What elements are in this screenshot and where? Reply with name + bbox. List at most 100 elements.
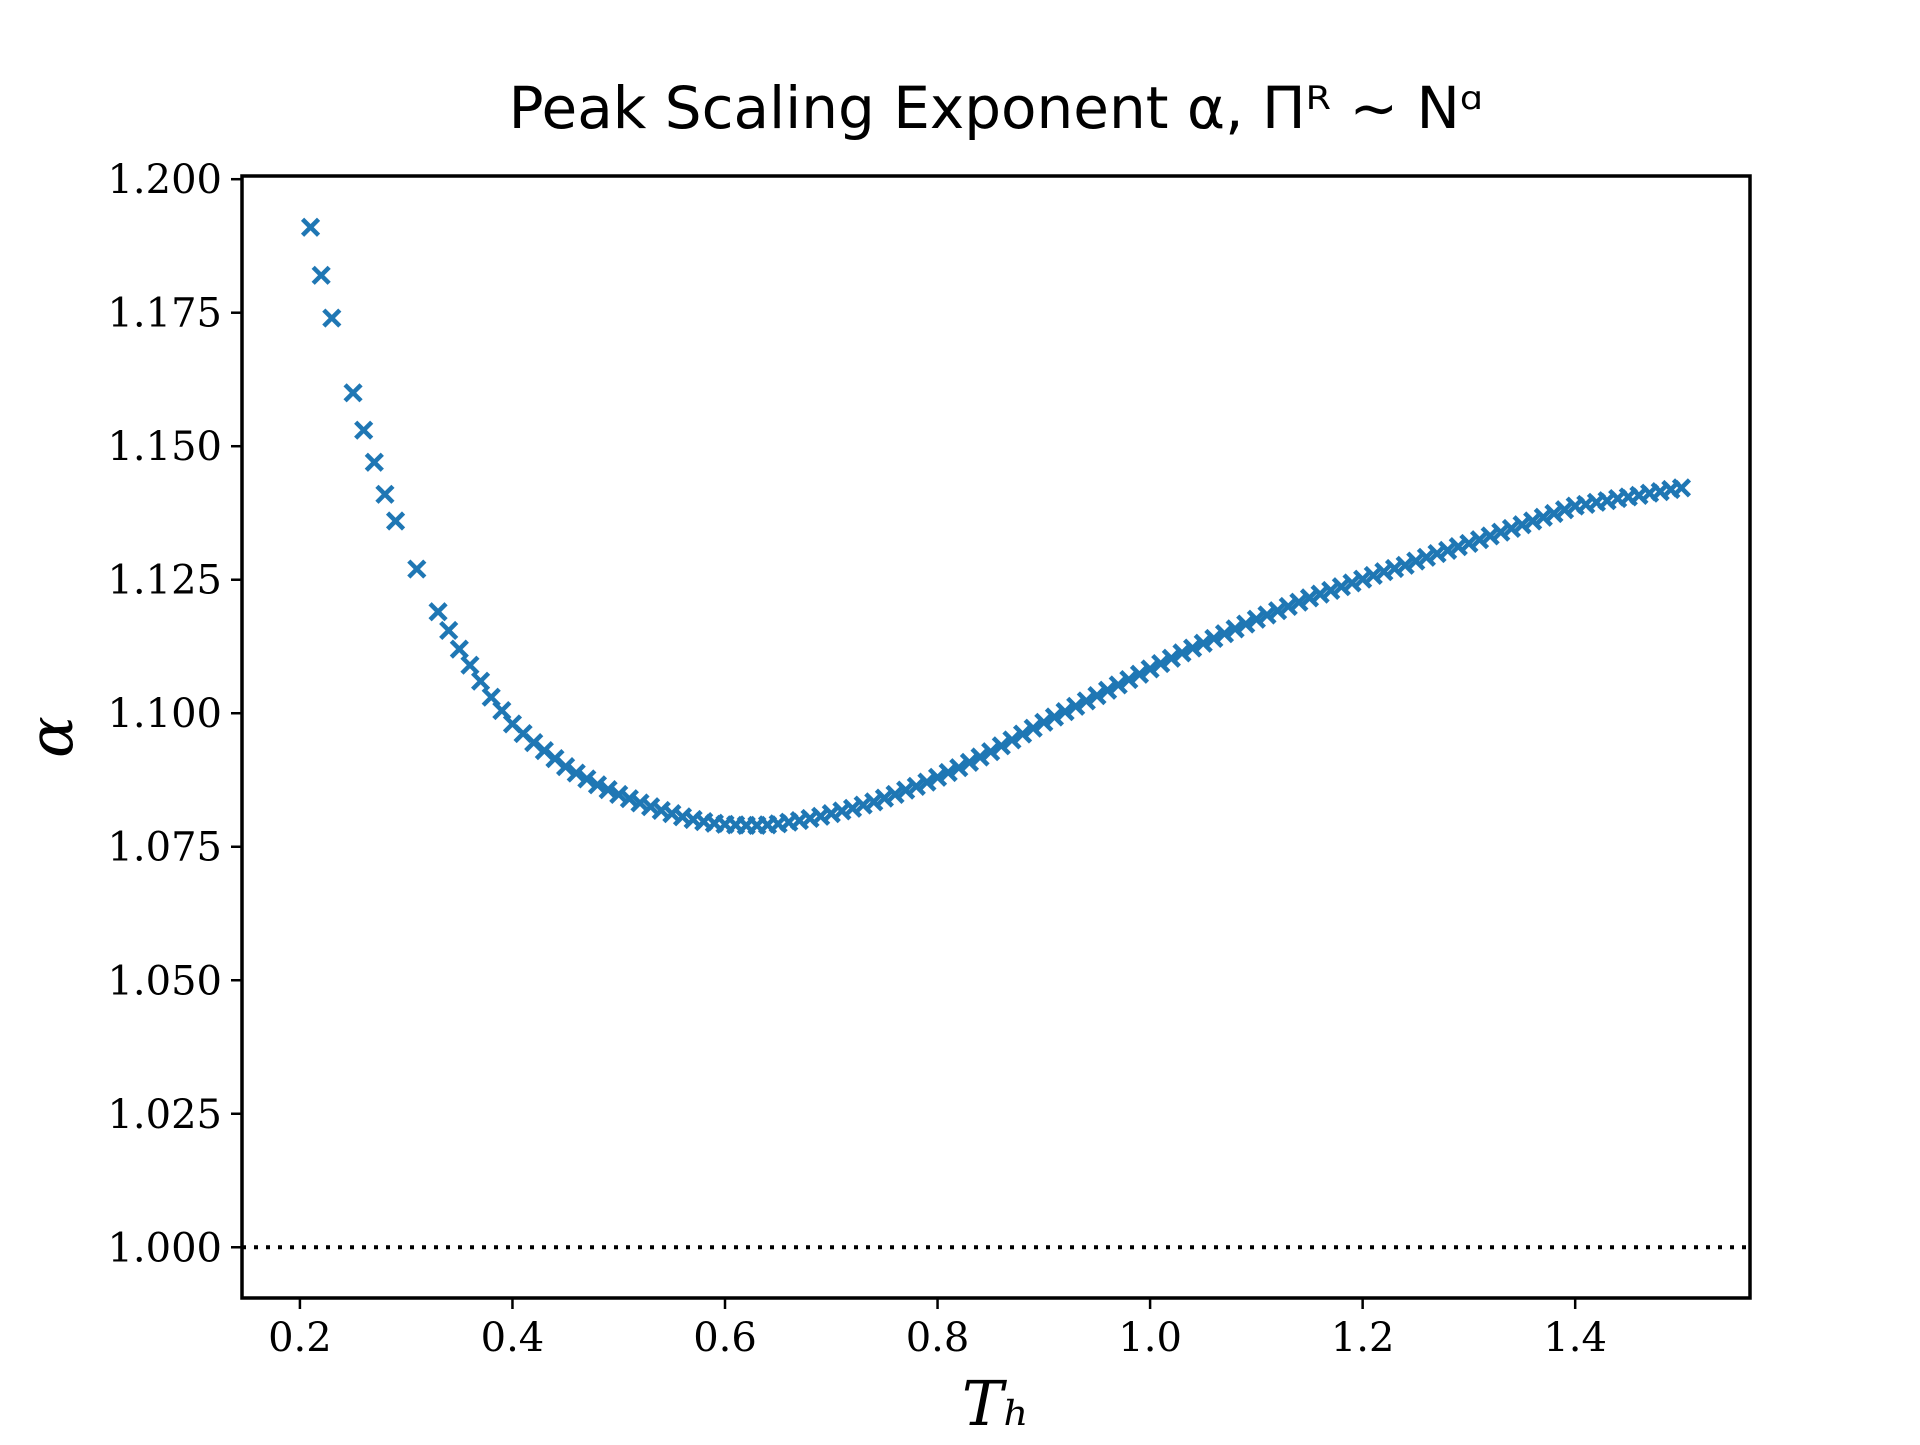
marker-stroke xyxy=(906,776,926,796)
marker-stroke xyxy=(1331,577,1351,597)
marker xyxy=(641,797,661,817)
marker-stroke xyxy=(1289,592,1309,612)
marker-stroke xyxy=(1012,724,1033,744)
marker-stroke xyxy=(502,714,523,734)
marker-stroke xyxy=(1076,691,1096,711)
marker xyxy=(364,452,384,472)
x-tick-label: 1.4 xyxy=(1543,1315,1607,1361)
chart-title: Peak Scaling Exponent α, Πᴿ ∼ Nᵅ xyxy=(509,74,1484,142)
y-axis-label: α xyxy=(14,716,87,758)
marker xyxy=(906,776,926,796)
marker-stroke xyxy=(364,452,384,472)
marker xyxy=(322,308,342,328)
marker xyxy=(407,559,427,579)
marker xyxy=(1161,648,1181,668)
marker xyxy=(449,639,469,659)
marker xyxy=(970,747,990,767)
y-tick-label: 1.025 xyxy=(107,1092,222,1138)
marker-stroke xyxy=(449,639,469,659)
marker-stroke xyxy=(1108,675,1128,695)
marker-stroke xyxy=(1183,638,1203,658)
marker-stroke xyxy=(428,602,448,622)
marker-stroke xyxy=(1469,530,1490,550)
marker-stroke xyxy=(1087,686,1107,706)
marker-stroke xyxy=(1034,712,1054,732)
marker xyxy=(1225,619,1245,639)
marker-stroke xyxy=(300,217,321,237)
marker-stroke xyxy=(1554,500,1575,520)
marker xyxy=(1353,569,1373,589)
marker xyxy=(1257,605,1277,625)
marker xyxy=(1087,686,1107,706)
marker xyxy=(1544,503,1564,524)
marker-stroke xyxy=(874,788,895,808)
marker-stroke xyxy=(896,780,916,800)
marker xyxy=(1066,696,1086,716)
x-tick-label: 1.0 xyxy=(1118,1315,1182,1361)
marker xyxy=(1363,565,1383,586)
marker xyxy=(927,767,948,787)
marker xyxy=(1012,724,1033,744)
marker xyxy=(896,780,916,800)
marker xyxy=(1183,638,1203,658)
marker-stroke xyxy=(1501,518,1522,539)
marker-stroke xyxy=(630,793,650,813)
marker-stroke xyxy=(1140,659,1160,679)
marker xyxy=(470,671,491,691)
marker-stroke xyxy=(1193,633,1213,653)
marker-stroke xyxy=(1321,580,1341,600)
marker-stroke xyxy=(1151,653,1171,674)
marker xyxy=(1108,675,1128,695)
marker xyxy=(1214,624,1235,644)
marker xyxy=(1554,500,1575,520)
x-tick-label: 0.4 xyxy=(481,1315,545,1361)
y-tick-label: 1.050 xyxy=(107,958,222,1004)
marker xyxy=(1193,633,1213,653)
x-tick-label: 0.2 xyxy=(268,1315,332,1361)
marker xyxy=(959,752,980,772)
marker xyxy=(1321,580,1341,600)
marker-stroke xyxy=(407,559,427,579)
marker xyxy=(1331,577,1351,597)
marker xyxy=(1172,643,1192,663)
marker-stroke xyxy=(1512,515,1532,535)
marker xyxy=(385,511,406,531)
marker-stroke xyxy=(524,733,544,753)
marker xyxy=(1406,551,1426,571)
marker xyxy=(1299,588,1320,608)
marker xyxy=(566,763,586,783)
marker xyxy=(375,484,395,504)
marker-stroke xyxy=(662,804,682,824)
marker-stroke xyxy=(470,671,491,691)
marker-stroke xyxy=(1225,619,1245,639)
marker xyxy=(981,742,1001,762)
marker xyxy=(577,769,597,789)
marker-stroke xyxy=(1480,526,1500,546)
marker xyxy=(1533,507,1553,527)
marker-stroke xyxy=(1204,628,1224,649)
marker xyxy=(1246,609,1266,629)
y-tick-label: 1.200 xyxy=(107,157,222,203)
marker xyxy=(991,736,1011,756)
marker-stroke xyxy=(577,769,597,789)
marker-stroke xyxy=(1119,670,1139,690)
marker-stroke xyxy=(1002,730,1022,750)
marker xyxy=(343,383,363,403)
marker xyxy=(311,265,331,285)
marker-stroke xyxy=(1214,624,1235,644)
y-tick-label: 1.150 xyxy=(107,424,222,470)
marker xyxy=(1310,584,1330,604)
marker-stroke xyxy=(534,741,554,761)
marker-stroke xyxy=(587,775,608,795)
y-tick-label: 1.175 xyxy=(107,291,222,337)
marker xyxy=(598,780,618,800)
marker xyxy=(885,784,905,804)
marker xyxy=(1023,718,1043,738)
y-tick-label: 1.100 xyxy=(107,691,222,737)
marker xyxy=(1097,680,1118,700)
marker xyxy=(1523,511,1543,531)
marker-stroke xyxy=(481,687,501,707)
y-tick-label: 1.075 xyxy=(107,825,222,871)
marker-stroke xyxy=(885,784,905,804)
